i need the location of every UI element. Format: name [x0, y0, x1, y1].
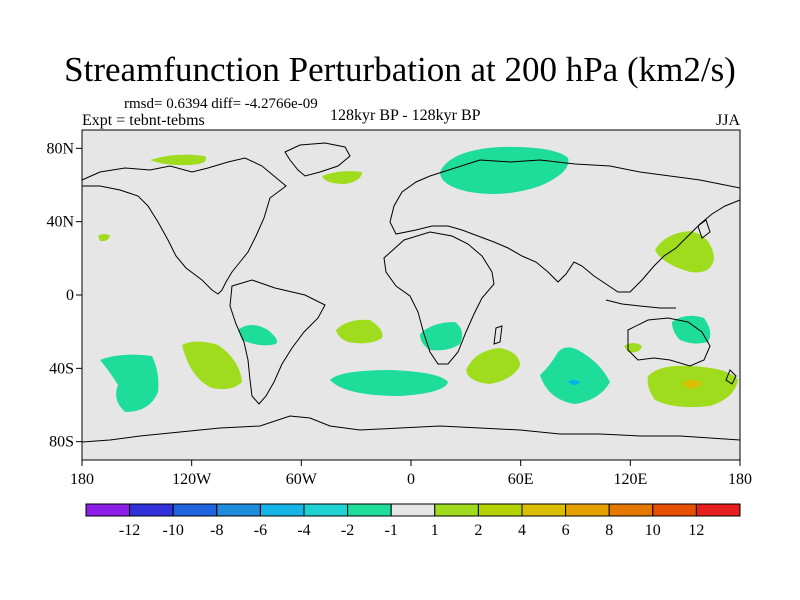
- chart-title: Streamfunction Perturbation at 200 hPa (…: [64, 50, 736, 89]
- colorbar-swatch: [216, 503, 261, 517]
- y-tick-label: 40S: [49, 360, 74, 377]
- colorbar-swatch: [652, 503, 697, 517]
- y-tick-label: 0: [66, 287, 74, 304]
- colorbar-label: 10: [645, 522, 661, 539]
- colorbar-swatch: [695, 503, 741, 517]
- colorbar-swatch: [565, 503, 610, 517]
- anomaly-Argentina-low: [238, 325, 277, 346]
- colorbar-label: 12: [688, 522, 704, 539]
- anomaly-SE-Pacific-low: [100, 354, 159, 412]
- colorbar-label: -8: [210, 522, 223, 539]
- anomaly-NorthPacific-high: [150, 154, 206, 166]
- anomaly-S-Pacific-high: [182, 341, 242, 390]
- colorbar-swatch: [608, 503, 654, 517]
- continent-outlines: [81, 142, 741, 443]
- coast-antarctica: [81, 415, 741, 443]
- anomaly-NE-Pacific-small-high: [98, 234, 110, 242]
- anomaly-Tasman-core: [682, 380, 702, 389]
- colorbar-label: -2: [341, 522, 354, 539]
- colorbar-swatch: [172, 503, 218, 517]
- coast-greenland: [284, 142, 351, 177]
- latitude-axis: 80N 40N 0 40S 80S: [46, 140, 82, 451]
- x-tick-label: 120E: [613, 471, 647, 488]
- y-tick-label: 80S: [49, 434, 74, 451]
- x-tick-label: 180: [728, 471, 752, 488]
- x-tick-label: 0: [407, 471, 415, 488]
- colorbar-label: -10: [163, 522, 184, 539]
- colorbar-swatch: [477, 503, 523, 517]
- y-tick-label: 40N: [46, 214, 74, 231]
- coast-north-america: [81, 157, 287, 295]
- colorbar-label: -6: [254, 522, 267, 539]
- anomaly-S-Atlantic-low: [330, 370, 448, 396]
- x-tick-label: 60W: [286, 471, 318, 488]
- coast-africa: [383, 231, 495, 365]
- coast-south-america: [229, 279, 326, 405]
- colorbar: -12 -10 -8 -6 -4 -2 -1 1 2 4 6 8 10 12: [85, 503, 741, 539]
- anomaly-S-Atlantic-high: [336, 319, 383, 344]
- colorbar-label: 4: [518, 522, 526, 539]
- anomaly-layer: [98, 146, 738, 412]
- colorbar-label: 2: [474, 522, 482, 539]
- colorbar-label: 6: [562, 522, 570, 539]
- colorbar-label: 1: [431, 522, 439, 539]
- coast-japan: [697, 219, 711, 239]
- colorbar-swatch: [129, 503, 174, 517]
- anomaly-Australia-low: [672, 315, 711, 344]
- longitude-axis: 180 120W 60W 0 60E 120E 180: [70, 460, 752, 488]
- anomaly-SE-Africa-low: [420, 322, 463, 351]
- x-tick-label: 60E: [508, 471, 534, 488]
- colorbar-label: -4: [297, 522, 310, 539]
- anomaly-NW-Pacific-high: [655, 231, 714, 273]
- anomaly-S-Indian-core: [568, 380, 580, 385]
- colorbar-label: 8: [605, 522, 613, 539]
- colorbar-swatch: [259, 503, 305, 517]
- anomaly-S-Indian-low: [540, 347, 610, 404]
- experiment-label: Expt = tebnt-tebms: [82, 112, 205, 129]
- x-tick-label: 120W: [172, 471, 212, 488]
- coast-eurasia: [389, 159, 741, 293]
- colorbar-swatch: [303, 503, 349, 517]
- colorbar-swatch: [434, 503, 479, 517]
- coast-new-zealand: [725, 369, 737, 385]
- anomaly-Eurasia-low: [440, 146, 569, 194]
- colorbar-label: -12: [119, 522, 140, 539]
- coast-madagascar: [493, 325, 503, 345]
- stats-label: rmsd= 0.6394 diff= -4.2766e-09: [124, 96, 318, 112]
- colorbar-swatch: [390, 503, 436, 517]
- coast-australia: [627, 317, 711, 367]
- x-tick-label: 180: [70, 471, 94, 488]
- colorbar-swatch: [85, 503, 131, 517]
- season-label: JJA: [716, 112, 741, 129]
- coast-indonesia: [605, 299, 676, 309]
- y-tick-label: 80N: [46, 140, 74, 157]
- anomaly-SW-Indian-high: [466, 348, 520, 384]
- colorbar-label: -1: [385, 522, 398, 539]
- period-label: 128kyr BP - 128kyr BP: [330, 107, 481, 124]
- colorbar-swatch: [347, 503, 392, 517]
- colorbar-swatch: [521, 503, 567, 517]
- anomaly-Greenland-high: [322, 171, 362, 184]
- map-background: [82, 130, 740, 460]
